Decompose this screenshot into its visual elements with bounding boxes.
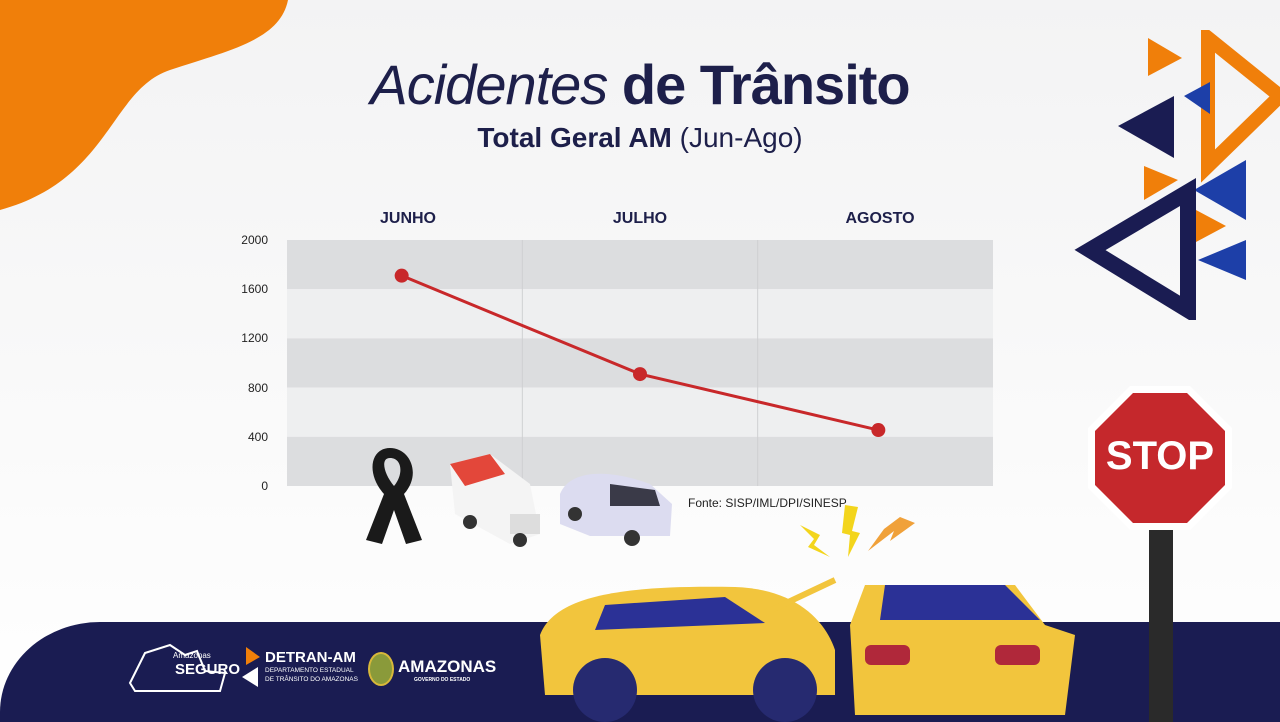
y-tick: 2000 xyxy=(241,233,268,247)
logo-small-text: Amazonas xyxy=(173,651,211,660)
triangles-decoration xyxy=(1074,30,1280,320)
amazonas-seguro-logo: Amazonas SEGURO xyxy=(125,643,240,693)
subtitle-range: (Jun-Ago) xyxy=(679,122,803,153)
grid-band xyxy=(287,387,993,437)
y-tick: 800 xyxy=(247,381,268,395)
y-tick: 1200 xyxy=(241,331,268,345)
logo-small-text: DEPARTAMENTO ESTADUAL xyxy=(265,667,354,674)
data-point xyxy=(633,367,647,382)
data-point xyxy=(871,423,886,438)
source-note: Fonte: SISP/IML/DPI/SINESP xyxy=(688,496,847,510)
impact-spark-icons xyxy=(800,505,915,557)
stop-text: STOP xyxy=(1106,434,1214,478)
grid-band xyxy=(287,289,993,339)
ambulance-icon xyxy=(450,454,540,547)
orange-blob-decoration xyxy=(0,0,288,210)
logo-big-text: SEGURO xyxy=(175,661,241,678)
stop-sign: STOP xyxy=(1088,386,1232,722)
y-tick: 0 xyxy=(261,479,268,493)
crashed-car-icon xyxy=(560,473,672,546)
black-ribbon-icon xyxy=(366,448,422,544)
logo-small-text: GOVERNO DO ESTADO xyxy=(414,677,471,683)
accident-illustrations xyxy=(366,448,672,547)
y-tick: 400 xyxy=(247,430,268,444)
title-bold: de Trânsito xyxy=(621,53,911,116)
subtitle-bold: Total Geral AM xyxy=(477,122,672,153)
month-label: JULHO xyxy=(612,210,668,227)
coat-of-arms-icon xyxy=(368,652,394,686)
page-title: Acidentes de Trânsito xyxy=(0,52,1280,117)
logo-big-text: AMAZONAS xyxy=(398,657,497,676)
grid-band xyxy=(287,240,993,290)
crashing-cars-illustration xyxy=(540,577,1075,722)
subtitle: Total Geral AM (Jun-Ago) xyxy=(0,122,1280,154)
month-label: AGOSTO xyxy=(845,210,915,227)
y-tick: 1600 xyxy=(241,282,268,296)
title-italic: Acidentes xyxy=(370,53,608,116)
logo-small-text: DE TRÂNSITO DO AMAZONAS xyxy=(265,676,358,683)
logo-big-text: DETRAN-AM xyxy=(265,649,356,666)
month-label: JUNHO xyxy=(379,210,436,227)
data-point xyxy=(394,268,409,283)
